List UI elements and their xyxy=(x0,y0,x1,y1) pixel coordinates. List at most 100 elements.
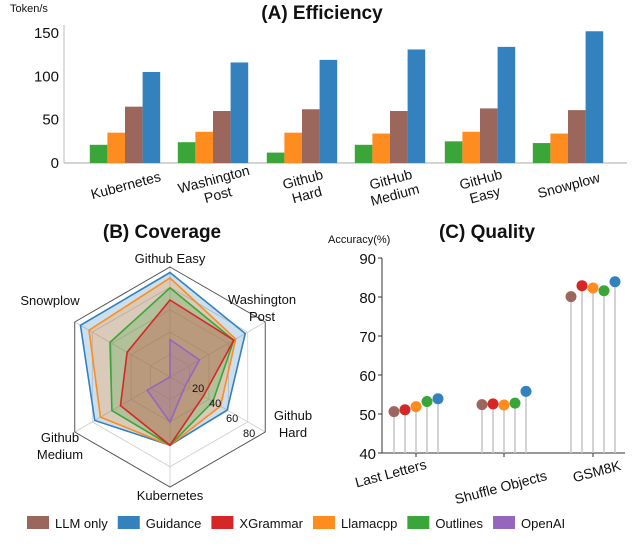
bar-guidance xyxy=(585,31,604,164)
radar-axis-label-line: Github xyxy=(41,430,79,445)
lollipop-dot-outlines xyxy=(598,285,610,297)
bar-outlines xyxy=(354,144,373,163)
x-tick-label-line: Snowplow xyxy=(536,169,603,201)
legend-label: Guidance xyxy=(146,516,202,531)
legend-label: XGrammar xyxy=(239,516,303,531)
legend-label: LLM only xyxy=(55,516,108,531)
radar-tick-label: 20 xyxy=(192,383,204,395)
x-tick-label: GithubHard xyxy=(281,166,329,208)
y-tick-label: 100 xyxy=(34,68,59,85)
x-tick-label-line: Kubernetes xyxy=(89,168,162,202)
legend-swatch xyxy=(117,516,140,529)
bar-outlines xyxy=(532,143,551,163)
lollipop-dot-llm-only xyxy=(476,399,488,411)
bar-guidance xyxy=(407,49,426,163)
radar-tick-label: 80 xyxy=(243,428,255,440)
lollipop-dot-xgrammar xyxy=(487,398,499,410)
legend-item: Llamacpp xyxy=(312,516,397,531)
lollipop-dot-llm-only xyxy=(565,291,577,303)
legend-label: Llamacpp xyxy=(341,516,397,531)
bar-guidance xyxy=(319,59,338,163)
x-tick-label: Shuffle Objects xyxy=(453,467,549,507)
lollipop-dot-guidance xyxy=(609,276,621,288)
y-tick-label: 80 xyxy=(359,290,376,307)
bar-llamacpp xyxy=(372,133,390,163)
radar-axis-label: Github Hard xyxy=(274,408,312,440)
legend-item: LLM only xyxy=(27,516,108,531)
bar-llm-only xyxy=(125,106,143,163)
bar-outlines xyxy=(266,152,285,163)
y-tick-label: 70 xyxy=(359,329,376,346)
y-tick-label: 50 xyxy=(42,112,59,129)
legend-item: Outlines xyxy=(407,516,484,531)
x-tick-label-line: Easy xyxy=(468,183,502,207)
efficiency-bar-chart: 0 50 100 150 Kubernetes WashingtonPost GithubH… xyxy=(34,25,627,212)
bar-llamacpp xyxy=(284,132,302,163)
lollipop-dot-xgrammar xyxy=(399,404,411,416)
bar-llm-only xyxy=(480,108,498,163)
x-tick-label-line: Hard xyxy=(290,183,323,206)
legend-swatch xyxy=(211,516,234,529)
radar-axis-label: Snowplow xyxy=(20,293,80,308)
legend-swatch xyxy=(407,516,430,529)
radar-tick-label: 40 xyxy=(209,398,221,410)
y-tick-label: 0 xyxy=(51,155,59,172)
x-tick-label: GSM8K xyxy=(571,457,623,485)
legend-swatch xyxy=(27,516,49,529)
y-tick-label: 40 xyxy=(359,446,376,463)
radar-axis-label: Github Medium xyxy=(37,430,83,462)
radar-tick-label: 60 xyxy=(226,413,238,425)
legend-label: Outlines xyxy=(435,516,483,531)
radar-spoke xyxy=(169,321,266,378)
y-tick-label: 50 xyxy=(359,407,376,424)
lollipop-dot-llamacpp xyxy=(498,399,510,411)
radar-series-xgrammar xyxy=(119,298,235,447)
legend-item: OpenAI xyxy=(493,516,565,531)
efficiency-title: (A) Efficiency xyxy=(261,3,383,24)
bar-llamacpp xyxy=(107,132,125,163)
y-tick-label: 90 xyxy=(359,251,376,268)
radar-axis-label-line: Post xyxy=(249,309,275,324)
lollipop-dot-guidance xyxy=(520,385,532,397)
bar-outlines xyxy=(444,141,463,163)
bar-guidance xyxy=(230,62,249,163)
bar-llm-only xyxy=(213,111,231,163)
x-tick-label-line: Post xyxy=(202,183,233,206)
x-tick-label: GitHubMedium xyxy=(365,165,421,209)
lollipop-dot-outlines xyxy=(421,396,433,408)
radar-axis-label-line: Snowplow xyxy=(20,293,80,308)
radar-axis-label: Kubernetes xyxy=(137,488,204,503)
legend-label: OpenAI xyxy=(521,516,565,531)
radar-axis-label: Github Easy xyxy=(135,251,206,266)
legend-swatch xyxy=(493,516,516,529)
radar-spoke xyxy=(74,321,171,378)
bar-outlines xyxy=(177,142,196,163)
radar-axis-label-line: Washington xyxy=(228,292,296,307)
radar-axis-label: Washington Post xyxy=(228,292,296,324)
bar-llamacpp xyxy=(550,133,568,163)
x-tick-label: GitHubEasy xyxy=(458,166,509,208)
x-tick-label: WashingtonPost xyxy=(176,162,255,212)
bar-guidance xyxy=(142,72,161,163)
legend: LLM only Guidance XGrammar Llamacpp Outlines… xyxy=(27,516,565,531)
bar-guidance xyxy=(497,46,516,163)
lollipop-dot-guidance xyxy=(432,393,444,405)
quality-title: (C) Quality xyxy=(439,222,535,243)
radar-axis-label-line: Github Easy xyxy=(135,251,206,266)
bar-outlines xyxy=(89,144,108,163)
bar-llm-only xyxy=(568,110,586,163)
lollipop-dot-llamacpp xyxy=(410,401,422,413)
radar-axis-label-line: Github xyxy=(274,408,312,423)
radar-axis-label-line: Kubernetes xyxy=(137,488,204,503)
lollipop-dot-llm-only xyxy=(388,406,400,418)
quality-ylabel: Accuracy(%) xyxy=(328,234,390,246)
x-tick-label: Kubernetes xyxy=(89,168,162,202)
bar-llm-only xyxy=(302,109,320,163)
efficiency-ylabel: Token/s xyxy=(10,3,48,15)
lollipop-dot-llamacpp xyxy=(587,282,599,294)
radar-outer-ring xyxy=(74,266,266,488)
coverage-title: (B) Coverage xyxy=(103,222,221,243)
y-tick-label: 60 xyxy=(359,368,376,385)
bar-llm-only xyxy=(390,111,408,163)
